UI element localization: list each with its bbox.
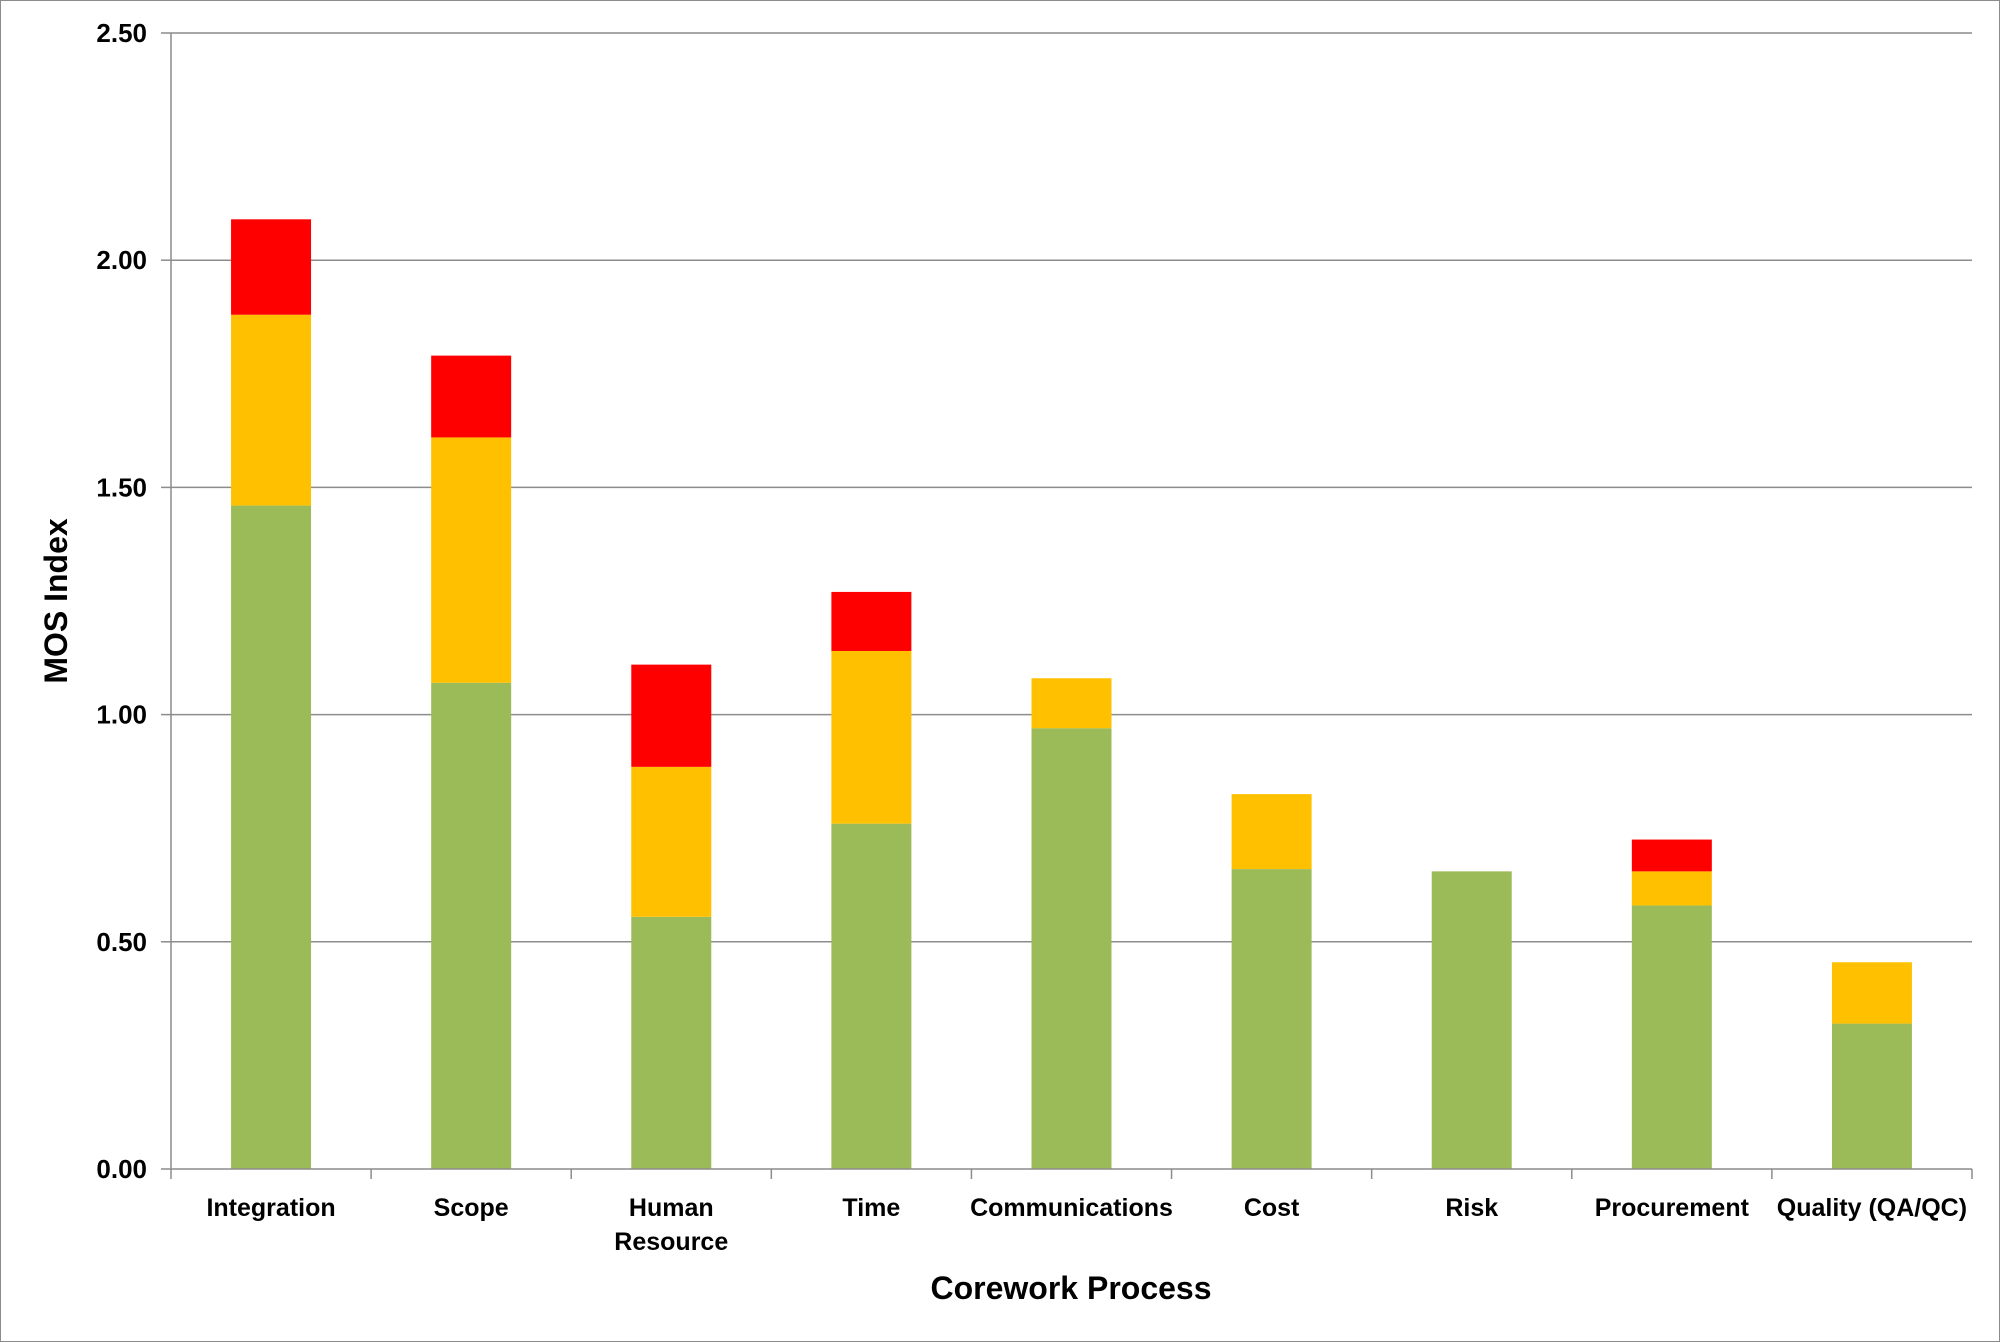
x-category-label: Quality (QA/QC) — [1777, 1194, 1967, 1222]
bar-segment-series-2-cat-0 — [231, 219, 312, 315]
x-category-label: Risk — [1445, 1194, 1498, 1222]
x-category-label: Time — [842, 1194, 900, 1222]
bar-series — [231, 219, 1912, 1169]
bar-segment-series-0-cat-4 — [1031, 728, 1112, 1169]
y-tick-label: 1.50 — [96, 472, 147, 502]
bar-segment-series-2-cat-1 — [431, 355, 512, 438]
x-axis-title: Corework Process — [930, 1270, 1211, 1306]
axes — [161, 32, 1973, 1179]
x-category-label: Procurement — [1595, 1194, 1750, 1222]
x-category-label: Human — [629, 1194, 714, 1222]
bar-segment-series-0-cat-8 — [1831, 1023, 1912, 1169]
bar-segment-series-0-cat-1 — [431, 682, 512, 1169]
x-category-label: Scope — [434, 1194, 509, 1222]
bar-segment-series-1-cat-1 — [431, 437, 512, 683]
bar-segment-series-0-cat-2 — [631, 916, 712, 1169]
bar-segment-series-1-cat-3 — [831, 650, 912, 824]
bar-segment-series-0-cat-5 — [1231, 869, 1312, 1169]
bar-segment-series-1-cat-8 — [1831, 962, 1912, 1024]
bar-segment-series-2-cat-7 — [1631, 839, 1712, 872]
y-tick-label: 2.00 — [96, 245, 147, 275]
bar-segment-series-1-cat-2 — [631, 766, 712, 917]
y-tick-label: 0.00 — [96, 1154, 147, 1184]
bar-segment-series-2-cat-3 — [831, 591, 912, 651]
y-axis-title: MOS Index — [38, 518, 74, 684]
y-tick-labels: 0.00 0.50 1.00 1.50 2.00 2.50 — [96, 18, 147, 1184]
x-category-label: Cost — [1244, 1194, 1300, 1222]
y-tick-label: 0.50 — [96, 927, 147, 957]
bar-segment-series-1-cat-0 — [231, 314, 312, 506]
bar-segment-series-1-cat-5 — [1231, 794, 1312, 870]
x-category-label: Communications — [970, 1194, 1173, 1222]
x-category-label: Resource — [614, 1228, 728, 1256]
bar-segment-series-0-cat-6 — [1431, 871, 1512, 1169]
bar-segment-series-0-cat-0 — [231, 505, 312, 1169]
bar-segment-series-0-cat-7 — [1631, 905, 1712, 1169]
y-tick-label: 2.50 — [96, 18, 147, 48]
bar-segment-series-2-cat-2 — [631, 664, 712, 767]
x-category-label: Integration — [206, 1194, 335, 1222]
y-tick-label: 1.00 — [96, 700, 147, 730]
bar-segment-series-0-cat-3 — [831, 823, 912, 1169]
bar-segment-series-1-cat-4 — [1031, 678, 1112, 729]
x-tick-labels: Integration Scope Human Resource Time Communi… — [206, 1194, 1967, 1256]
bar-segment-series-1-cat-7 — [1631, 871, 1712, 906]
